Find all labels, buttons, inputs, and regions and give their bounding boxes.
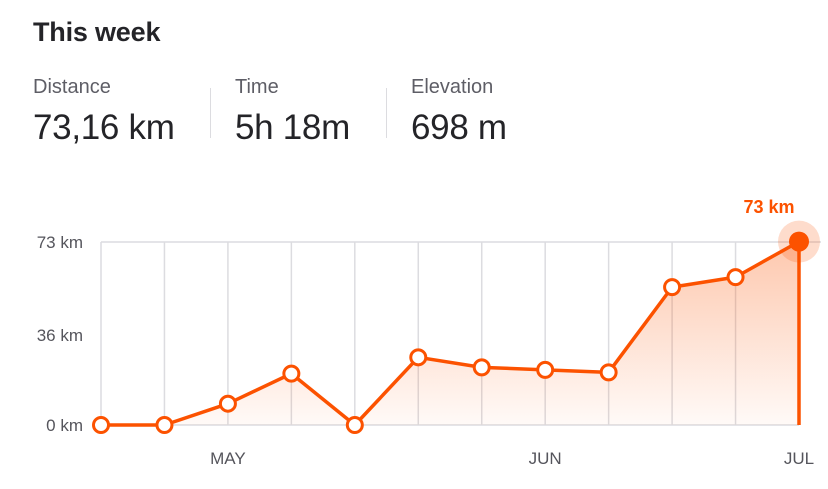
data-point [472, 358, 491, 377]
series-line [99, 239, 801, 427]
data-point [536, 360, 555, 379]
data-point [92, 416, 110, 434]
y-tick-label: 73 km [37, 233, 83, 252]
x-tick-label: MAY [210, 449, 246, 468]
data-point [345, 416, 364, 434]
y-tick-label: 36 km [37, 326, 83, 345]
time-stat: Time 5h 18m [235, 74, 350, 149]
stat-divider [210, 88, 211, 138]
data-point [218, 394, 237, 413]
data-point [599, 363, 618, 382]
data-point [663, 278, 682, 297]
time-value: 5h 18m [235, 108, 350, 147]
elevation-value: 698 m [411, 108, 507, 147]
distance-value: 73,16 km [33, 108, 175, 147]
data-point [282, 364, 301, 383]
x-tick-label: JUL [784, 449, 814, 468]
time-label: Time [235, 76, 279, 98]
series-area [101, 241, 799, 425]
stat-divider [386, 88, 387, 138]
data-point [409, 348, 428, 367]
x-tick-label: JUN [529, 449, 562, 468]
elevation-label: Elevation [411, 76, 494, 98]
elevation-stat: Elevation 698 m [411, 74, 507, 149]
distance-stat: Distance 73,16 km [33, 74, 175, 149]
current-value-label: 73 km [743, 197, 794, 217]
data-point [726, 268, 745, 287]
current-data-point [789, 231, 809, 252]
distance-label: Distance [33, 76, 111, 98]
y-tick-label: 0 km [46, 416, 83, 435]
page-title: This week [33, 17, 161, 47]
data-point [155, 416, 174, 434]
